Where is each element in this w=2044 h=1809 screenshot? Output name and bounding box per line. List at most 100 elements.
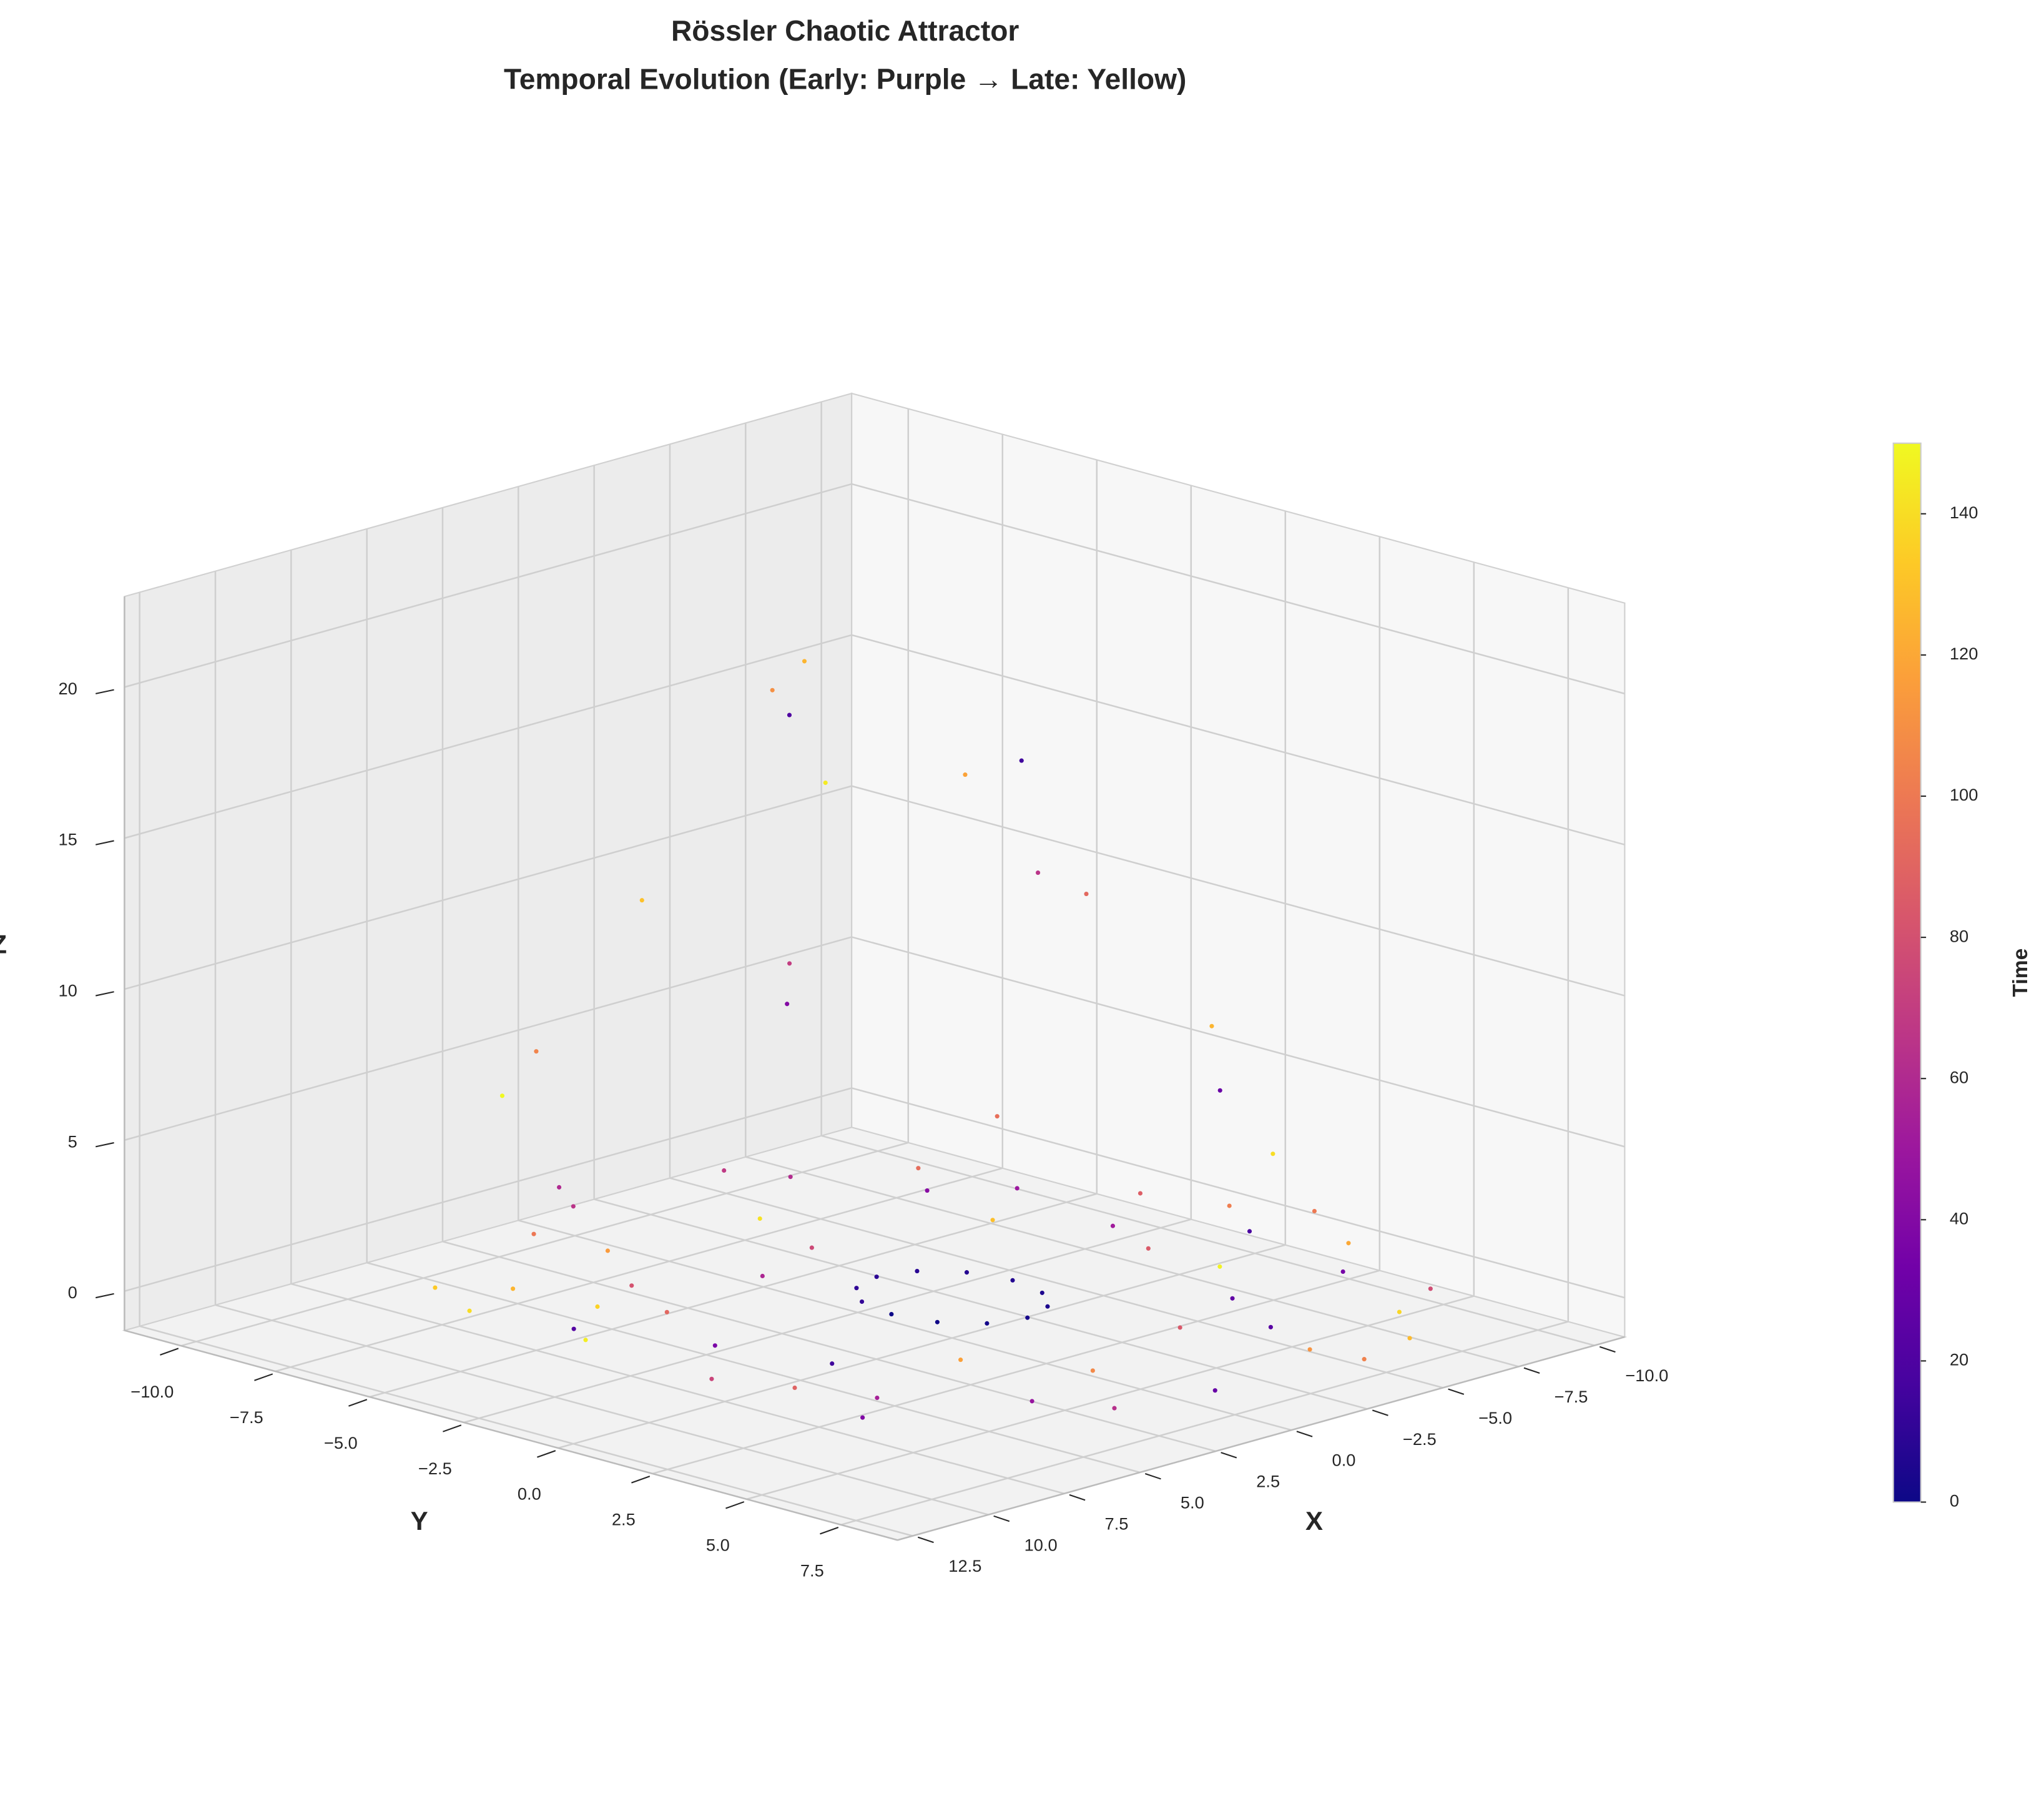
data-point (1227, 1203, 1232, 1208)
data-point (1035, 870, 1041, 875)
data-point (531, 1231, 536, 1236)
data-point (1212, 1388, 1217, 1393)
data-point (511, 1286, 516, 1291)
y-tick (160, 1348, 179, 1356)
x-tick-label: 7.5 (1105, 1514, 1129, 1533)
grid-line (851, 1087, 1625, 1299)
grid-line (124, 483, 852, 688)
data-point (1247, 1229, 1252, 1234)
z-tick (95, 1142, 114, 1148)
data-point (1029, 1399, 1034, 1404)
y-tick (254, 1373, 273, 1381)
z-tick (95, 991, 114, 997)
colorbar-tick-label: 60 (1950, 1067, 1968, 1087)
x-tick-label: 2.5 (1256, 1472, 1280, 1491)
data-point (1137, 1191, 1143, 1196)
data-point (1217, 1264, 1222, 1269)
grid-line (180, 1141, 909, 1347)
y-tick (820, 1527, 839, 1535)
grid-line (669, 1177, 1443, 1389)
data-point (757, 1216, 762, 1221)
data-point (534, 1049, 539, 1054)
data-point (557, 1185, 562, 1190)
data-point (1346, 1241, 1351, 1246)
grid-line (366, 1261, 1141, 1474)
grid-line (652, 1269, 1380, 1475)
data-point (823, 780, 828, 786)
grid-line (851, 634, 1625, 845)
data-point (860, 1415, 865, 1420)
colorbar-tick-label: 140 (1950, 503, 1978, 522)
grid-line (594, 1198, 1368, 1410)
y-tick-label: −7.5 (230, 1407, 263, 1427)
data-point (1428, 1286, 1433, 1291)
data-point (1270, 1151, 1275, 1156)
z-axis-label: Z (0, 930, 7, 959)
z-tick (95, 1293, 114, 1299)
data-point (859, 1299, 865, 1304)
data-point (1025, 1315, 1030, 1320)
data-point (1084, 891, 1089, 897)
data-point (916, 1166, 921, 1171)
y-tick-label: 2.5 (612, 1510, 636, 1529)
axis-line (897, 1336, 1625, 1541)
chart-subtitle: Temporal Evolution (Early: Purple → Late… (504, 63, 1186, 96)
grid-line (275, 1167, 1003, 1373)
grid-line (215, 1304, 989, 1516)
y-tick-label: −2.5 (418, 1459, 452, 1478)
data-point (830, 1361, 835, 1366)
grid-line (851, 785, 1625, 997)
x-tick-label: −7.5 (1555, 1387, 1588, 1406)
x-tick-label: 0.0 (1332, 1451, 1356, 1470)
colorbar-tick-label: 80 (1950, 926, 1968, 945)
data-point (874, 1274, 879, 1279)
data-point (915, 1268, 920, 1274)
y-tick (537, 1450, 556, 1458)
data-point (1177, 1325, 1182, 1330)
y-tick (631, 1476, 651, 1484)
data-point (787, 712, 792, 717)
data-point (595, 1304, 600, 1309)
data-point (802, 659, 807, 664)
data-point (467, 1308, 472, 1313)
z-tick-label: 10 (58, 980, 77, 1000)
grid-line (518, 1220, 1292, 1431)
data-point (1019, 758, 1024, 763)
data-point (639, 898, 644, 903)
z-tick-label: 15 (58, 830, 77, 849)
y-tick-label: 7.5 (800, 1561, 824, 1580)
data-point (583, 1338, 588, 1343)
x-tick (1221, 1452, 1237, 1459)
data-point (854, 1286, 859, 1291)
x-axis-label: X (1305, 1506, 1323, 1535)
y-tick-label: −5.0 (324, 1433, 358, 1452)
data-point (605, 1248, 611, 1253)
colorbar-tick-label: 120 (1950, 644, 1978, 663)
colorbar-tick-label: 20 (1950, 1350, 1968, 1369)
grid-line (124, 1087, 852, 1292)
data-point (958, 1358, 963, 1363)
grid-line (139, 1325, 913, 1537)
data-point (963, 772, 968, 777)
data-point (664, 1309, 669, 1314)
x-tick (1296, 1431, 1313, 1437)
z-tick-label: 20 (58, 679, 77, 698)
colorbar-tick-label: 100 (1950, 785, 1978, 804)
colorbar-tick-label: 40 (1950, 1209, 1968, 1228)
grid-line (745, 1156, 1519, 1368)
grid-line (124, 785, 852, 990)
grid-line (821, 1135, 1595, 1346)
grid-line (442, 1241, 1216, 1452)
data-point (709, 1376, 714, 1381)
colorbar-tick-label: 0 (1950, 1491, 1959, 1511)
data-point (889, 1311, 894, 1317)
data-point (1010, 1278, 1015, 1283)
x-tick (1599, 1346, 1616, 1353)
data-point (1230, 1296, 1235, 1301)
chart-title: Rössler Chaotic Attractor (671, 14, 1019, 47)
data-point (712, 1343, 717, 1348)
x-tick (917, 1536, 934, 1544)
x-tick-label: −2.5 (1403, 1429, 1437, 1449)
data-point (1307, 1347, 1312, 1352)
data-point (629, 1283, 634, 1288)
